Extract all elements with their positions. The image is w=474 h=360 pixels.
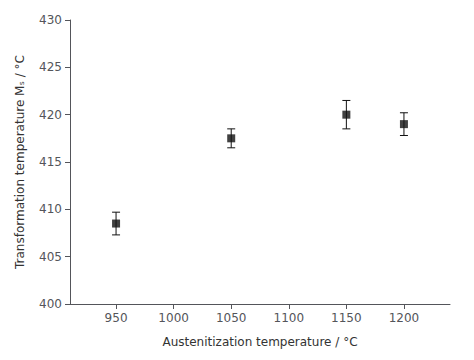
svg-text:1100: 1100 [274, 311, 305, 325]
svg-text:950: 950 [105, 311, 128, 325]
svg-text:1150: 1150 [331, 311, 362, 325]
svg-text:1200: 1200 [389, 311, 420, 325]
svg-text:420: 420 [39, 108, 62, 122]
svg-text:425: 425 [39, 60, 62, 74]
svg-text:1050: 1050 [216, 311, 247, 325]
svg-text:Transformation temperature Mₛ: Transformation temperature Mₛ / °C [13, 55, 27, 270]
svg-text:400: 400 [39, 297, 62, 311]
svg-text:410: 410 [39, 202, 62, 216]
svg-text:405: 405 [39, 250, 62, 264]
svg-text:1000: 1000 [158, 311, 189, 325]
svg-text:430: 430 [39, 13, 62, 27]
svg-text:Austenitization temperature /: Austenitization temperature / °C [162, 335, 357, 349]
svg-text:415: 415 [39, 155, 62, 169]
